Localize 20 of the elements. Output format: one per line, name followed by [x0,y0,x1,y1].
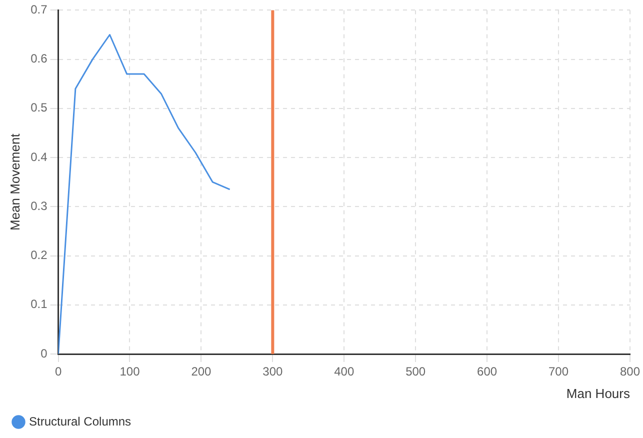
x-tick-label: 700 [548,364,569,379]
y-tick-label: 0 [40,346,48,360]
y-tick-label: 0.4 [30,150,48,164]
y-tick-label: 0.3 [30,198,48,213]
legend-label: Structural Columns [29,414,132,428]
y-tick-label: 0.1 [30,297,48,312]
x-tick-label: 600 [477,364,498,379]
x-tick-label: 0 [54,364,62,379]
x-tick-label: 200 [191,364,212,379]
x-tick-label: 800 [620,364,640,379]
x-tick-label: 300 [262,364,284,379]
y-tick-label: 0.6 [30,52,48,66]
x-axis-title: Man Hours [566,386,630,401]
x-tick-label: 100 [120,364,140,379]
x-tick-label: 500 [406,364,426,379]
y-tick-label: 0.7 [30,2,48,17]
x-tick-label: 400 [334,364,354,379]
y-tick-label: 0.2 [30,248,48,262]
y-axis-title: Mean Movement [7,133,22,231]
y-tick-label: 0.5 [30,100,48,115]
